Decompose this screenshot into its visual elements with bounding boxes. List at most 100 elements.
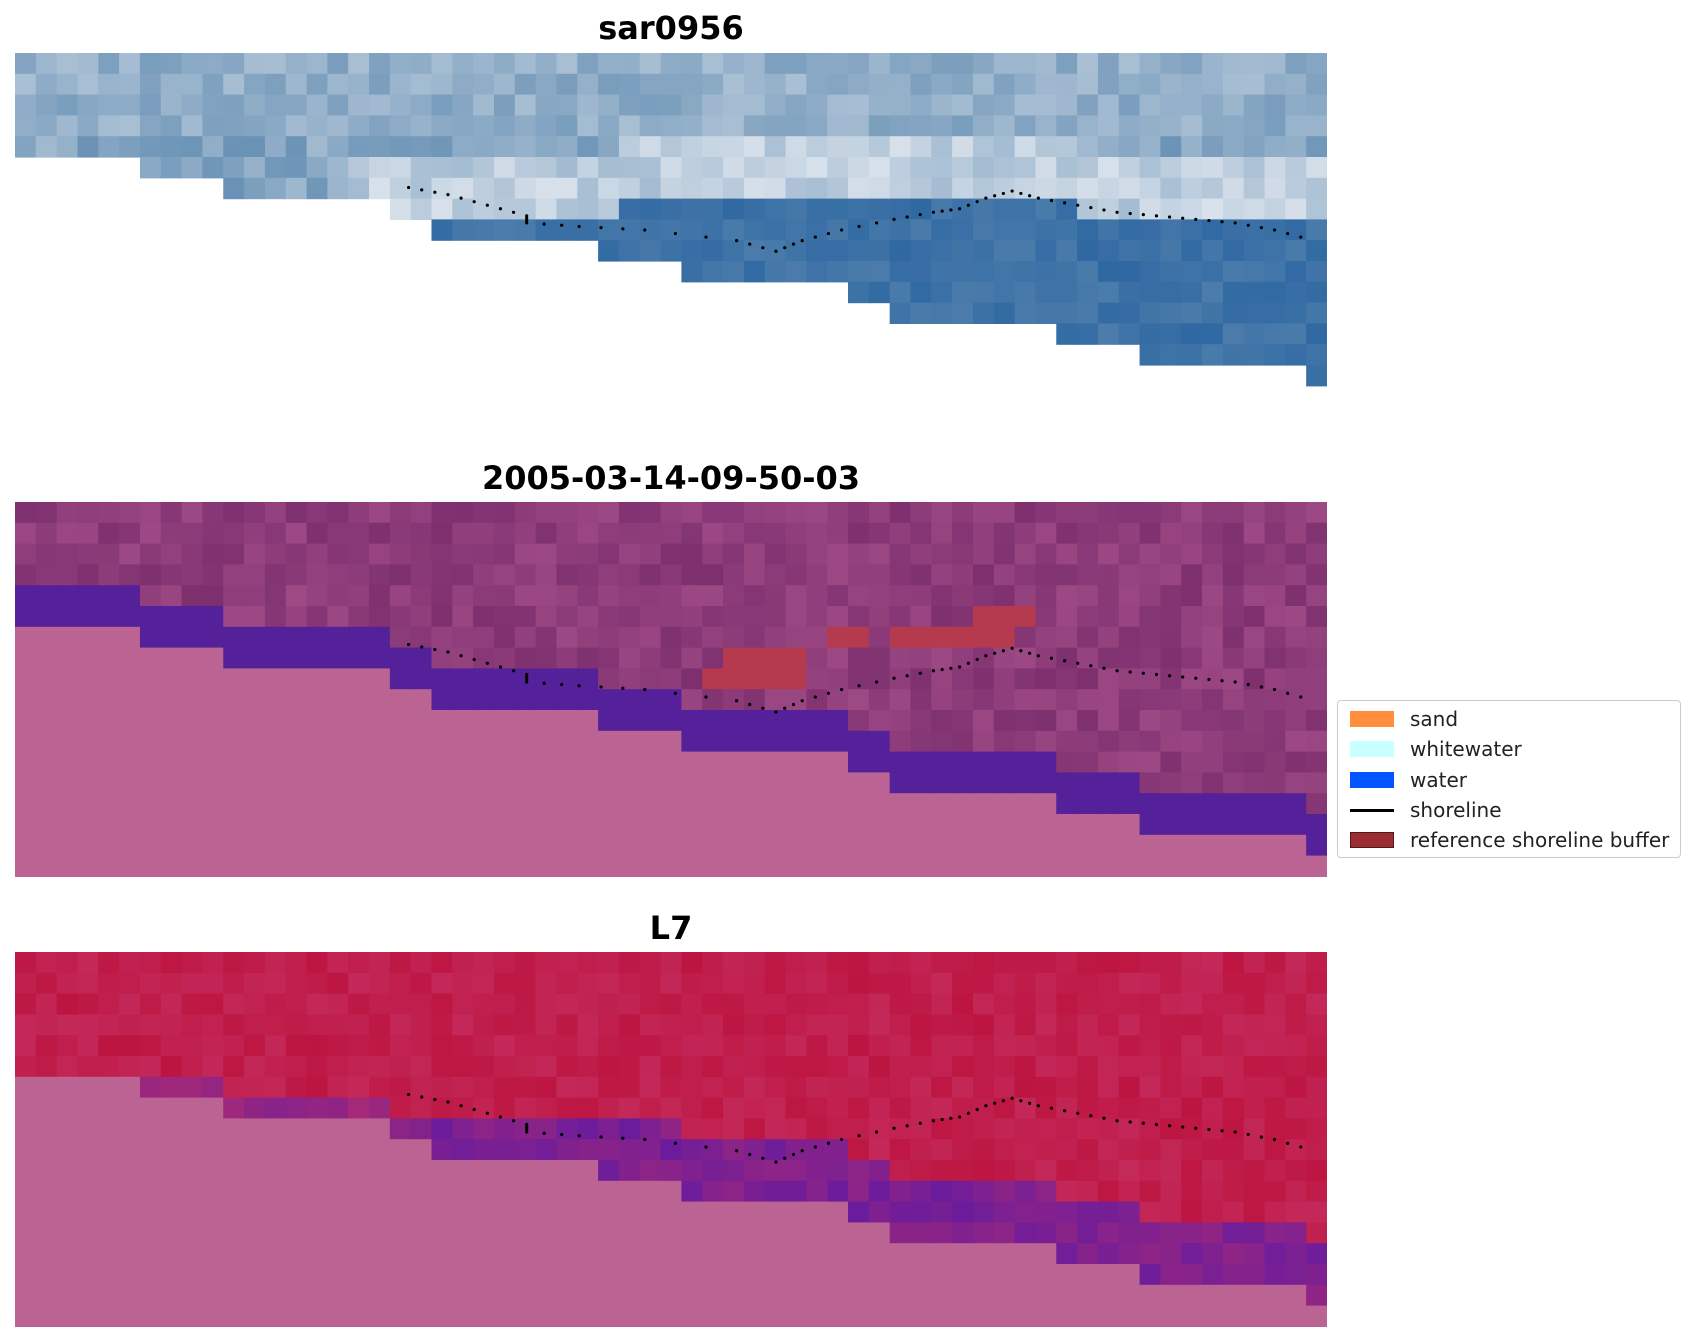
class-pixel <box>244 647 266 669</box>
shoreline-dot <box>1028 1101 1032 1105</box>
index-pixel <box>827 1305 849 1327</box>
image-pixel <box>723 136 745 158</box>
class-pixel <box>389 606 412 628</box>
index-pixel <box>764 972 787 995</box>
index-pixel <box>743 1222 766 1244</box>
index-pixel <box>139 952 162 974</box>
shoreline-dot <box>643 228 647 232</box>
index-pixel <box>285 972 308 995</box>
image-pixel <box>1160 136 1182 158</box>
index-pixel <box>1056 1076 1078 1099</box>
index-pixel <box>1160 1118 1182 1140</box>
class-pixel <box>327 585 349 607</box>
image-pixel <box>723 115 745 137</box>
class-pixel <box>244 814 266 836</box>
index-pixel <box>1118 1097 1141 1119</box>
index-pixel <box>535 1222 558 1244</box>
class-pixel <box>931 606 953 628</box>
class-pixel <box>514 522 537 545</box>
index-pixel <box>181 1222 204 1244</box>
image-pixel <box>639 240 662 262</box>
image-pixel <box>348 115 370 137</box>
class-pixel <box>181 689 204 711</box>
image-pixel <box>1243 281 1266 304</box>
image-pixel <box>160 157 183 179</box>
image-pixel <box>1285 219 1307 241</box>
index-pixel <box>493 1097 516 1119</box>
index-pixel <box>972 1180 995 1203</box>
class-pixel <box>264 647 287 669</box>
index-pixel <box>723 1201 745 1223</box>
index-pixel <box>306 1284 328 1307</box>
image-pixel <box>660 177 683 200</box>
class-pixel <box>993 689 1016 711</box>
index-pixel <box>931 1076 953 1099</box>
legend-item-sand: sand <box>1344 707 1674 731</box>
class-pixel <box>598 689 620 711</box>
shoreline-dot <box>511 669 516 673</box>
shoreline-dot <box>525 1130 529 1134</box>
shoreline-dot <box>1167 674 1172 678</box>
image-pixel <box>1285 136 1307 158</box>
class-pixel <box>1118 564 1141 586</box>
index-pixel <box>119 1305 141 1327</box>
image-pixel <box>577 53 599 75</box>
index-pixel <box>1139 1139 1161 1161</box>
shoreline-dot <box>1167 215 1172 219</box>
class-pixel <box>327 814 349 836</box>
class-pixel <box>889 793 912 815</box>
image-pixel <box>1264 136 1286 158</box>
image-pixel <box>1285 261 1307 283</box>
class-pixel <box>598 834 620 857</box>
image-pixel <box>743 115 766 137</box>
image-pixel <box>1160 94 1182 116</box>
class-pixel <box>1160 751 1182 773</box>
shoreline-dot <box>1220 1129 1224 1133</box>
class-pixel <box>410 668 433 690</box>
class-pixel <box>1306 668 1327 690</box>
index-pixel <box>598 1180 620 1203</box>
class-pixel <box>139 814 162 836</box>
shoreline-dot <box>525 680 529 684</box>
class-pixel <box>452 564 474 586</box>
index-pixel <box>98 1160 120 1182</box>
class-pixel <box>556 751 578 773</box>
class-pixel <box>723 710 745 732</box>
image-pixel <box>1306 73 1327 96</box>
class-pixel <box>931 647 953 669</box>
image-pixel <box>1014 302 1037 324</box>
class-pixel <box>493 585 516 607</box>
image-pixel <box>743 53 766 75</box>
index-pixel <box>514 972 537 995</box>
index-pixel <box>119 1097 141 1119</box>
class-pixel <box>493 564 516 586</box>
class-pixel <box>618 814 641 836</box>
index-pixel <box>139 972 162 995</box>
class-pixel <box>327 626 349 649</box>
index-pixel <box>1285 1118 1307 1140</box>
class-pixel <box>410 793 433 815</box>
image-pixel <box>1097 323 1120 345</box>
class-pixel <box>1285 772 1307 794</box>
class-pixel <box>15 585 37 607</box>
image-pixel <box>1222 240 1245 262</box>
class-pixel <box>1056 522 1078 545</box>
image-pixel <box>139 53 162 75</box>
image-pixel <box>389 94 412 116</box>
index-pixel <box>785 1160 807 1182</box>
index-pixel <box>244 1139 266 1161</box>
index-pixel <box>244 1097 266 1119</box>
class-pixel <box>910 668 932 690</box>
index-pixel <box>1056 1180 1078 1203</box>
shoreline-dot <box>1102 666 1106 670</box>
index-pixel <box>1118 952 1141 974</box>
class-pixel <box>1243 543 1266 565</box>
index-pixel <box>389 1056 412 1078</box>
index-pixel <box>806 1201 828 1223</box>
image-pixel <box>452 73 474 96</box>
index-pixel <box>702 1056 724 1078</box>
class-pixel <box>431 502 453 524</box>
index-pixel <box>160 972 183 995</box>
image-pixel <box>764 177 787 200</box>
index-pixel <box>910 1014 932 1036</box>
